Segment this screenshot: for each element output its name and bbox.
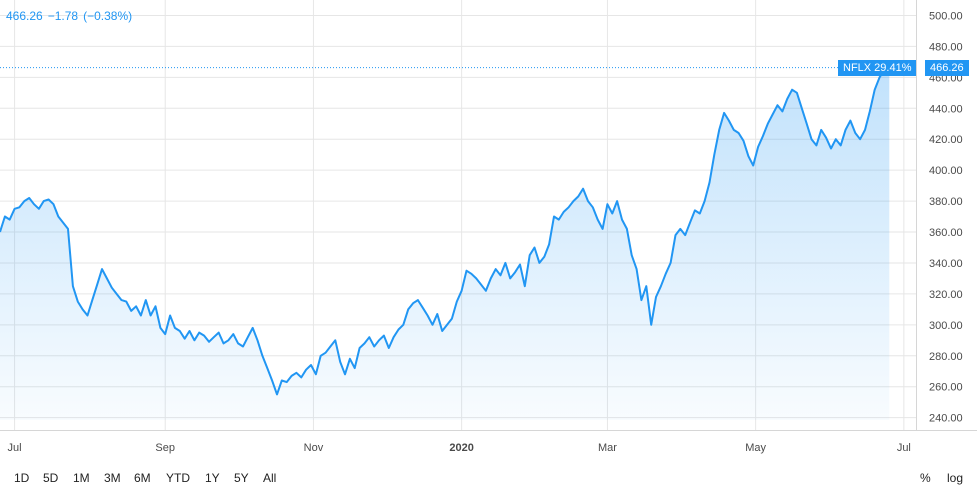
time-tick-label: Jul — [8, 442, 22, 454]
price-axis[interactable]: 500.00480.00460.00440.00420.00400.00380.… — [929, 10, 963, 424]
price-series-line — [0, 66, 890, 396]
price-tick-label: 280.00 — [929, 351, 963, 363]
log-scale-toggle[interactable]: log — [947, 471, 964, 485]
range-button-1d[interactable]: 1D — [14, 471, 30, 485]
range-button-6m[interactable]: 6M — [134, 471, 151, 485]
price-area-fill — [0, 67, 890, 420]
time-tick-label: Mar — [598, 442, 617, 454]
price-tick-label: 240.00 — [929, 413, 963, 425]
range-button-all[interactable]: All — [263, 471, 277, 485]
price-tick-label: 440.00 — [929, 103, 963, 115]
price-tick-label: 380.00 — [929, 196, 963, 208]
last-price-tag: 466.26 — [925, 59, 969, 76]
time-tick-label: Nov — [304, 442, 324, 454]
range-button-1m[interactable]: 1M — [73, 471, 90, 485]
legend-change: −1.78 — [47, 9, 79, 23]
price-tick-label: 480.00 — [929, 41, 963, 53]
range-button-1y[interactable]: 1Y — [205, 471, 220, 485]
price-tick-label: 300.00 — [929, 320, 963, 332]
price-legend: 466.26 −1.78 (−0.38%) — [6, 9, 137, 23]
range-button-5d[interactable]: 5D — [43, 471, 59, 485]
time-tick-label: 2020 — [449, 442, 473, 454]
percent-scale-toggle[interactable]: % — [920, 471, 931, 485]
symbol-percent-tag: NFLX 29.41% — [838, 59, 917, 76]
time-axis[interactable]: Jul Sep Nov 2020 Mar May Jul — [8, 442, 911, 454]
price-tick-label: 500.00 — [929, 10, 963, 22]
price-tick-label: 260.00 — [929, 382, 963, 394]
price-tick-label: 400.00 — [929, 165, 963, 177]
time-tick-label: Sep — [155, 442, 175, 454]
range-toolbar: 1D 5D 1M 3M 6M YTD 1Y 5Y All % log — [0, 460, 977, 494]
price-chart[interactable]: 500.00480.00460.00440.00420.00400.00380.… — [0, 0, 977, 460]
price-tick-label: 420.00 — [929, 134, 963, 146]
time-tick-label: May — [745, 442, 766, 454]
price-tick-label: 360.00 — [929, 227, 963, 239]
legend-last-price: 466.26 — [6, 9, 43, 23]
price-tick-label: 320.00 — [929, 289, 963, 301]
time-tick-label: Jul — [897, 442, 911, 454]
range-button-ytd[interactable]: YTD — [166, 471, 190, 485]
legend-change-percent: (−0.38%) — [83, 9, 133, 23]
range-button-3m[interactable]: 3M — [104, 471, 121, 485]
range-button-5y[interactable]: 5Y — [234, 471, 249, 485]
price-tick-label: 340.00 — [929, 258, 963, 270]
